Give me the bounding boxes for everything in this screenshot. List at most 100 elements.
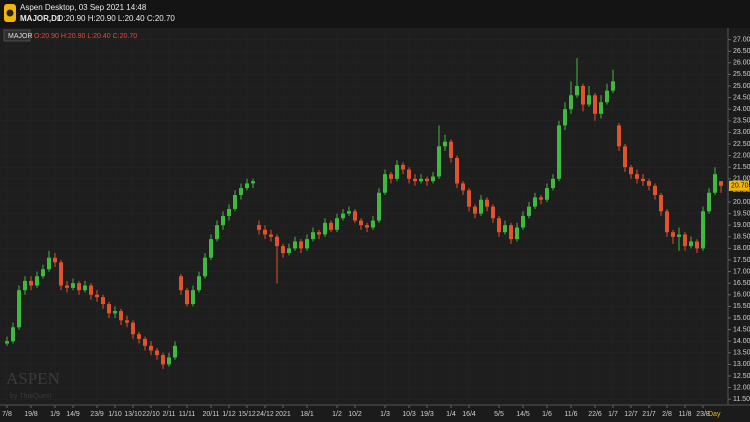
candle-body bbox=[305, 239, 309, 249]
candle-body bbox=[185, 290, 189, 305]
candle-body bbox=[53, 257, 57, 263]
candle-body bbox=[569, 95, 573, 110]
candle-body bbox=[119, 311, 123, 321]
x-tick-label: 1/10 bbox=[108, 411, 122, 418]
candle-body bbox=[425, 178, 429, 182]
candle-body bbox=[665, 211, 669, 233]
candle-body bbox=[107, 304, 111, 314]
candle-body bbox=[317, 232, 321, 235]
candle-body bbox=[197, 276, 201, 291]
candle-body bbox=[287, 248, 291, 254]
candle-body bbox=[35, 276, 39, 286]
y-tick-label: 16.50 bbox=[733, 280, 750, 287]
candle-body bbox=[41, 269, 45, 277]
candle-body bbox=[221, 215, 225, 226]
candle-body bbox=[239, 188, 243, 196]
candle-body bbox=[149, 345, 153, 351]
candle-body bbox=[101, 297, 105, 305]
x-tick-label: 24/12 bbox=[256, 411, 274, 418]
y-tick-label: 14.50 bbox=[733, 326, 750, 333]
candle-body bbox=[395, 164, 399, 179]
candle-body bbox=[341, 213, 345, 219]
x-tick-label: 2/11 bbox=[162, 411, 175, 418]
candle-body bbox=[245, 183, 249, 189]
candle-body bbox=[335, 218, 339, 230]
candle-body bbox=[467, 190, 471, 207]
y-tick-label: 23.50 bbox=[733, 118, 750, 125]
x-tick-label: 1/4 bbox=[446, 411, 456, 418]
candle-body bbox=[371, 220, 375, 228]
candle-body bbox=[377, 192, 381, 221]
x-tick-label: 11/8 bbox=[678, 411, 691, 418]
x-tick-label: 16/4 bbox=[462, 411, 476, 418]
candle-body bbox=[83, 285, 87, 291]
period-label: Day bbox=[708, 411, 721, 418]
y-tick-label: 25.50 bbox=[733, 71, 750, 78]
candle-body bbox=[671, 232, 675, 237]
y-tick-label: 22.50 bbox=[733, 141, 750, 148]
candle-body bbox=[143, 338, 147, 346]
candle-body bbox=[695, 241, 699, 249]
candle-body bbox=[473, 206, 477, 214]
candle-body bbox=[323, 222, 327, 235]
y-tick-label: 21.50 bbox=[733, 164, 750, 171]
candle-body bbox=[443, 141, 447, 147]
candle-body bbox=[521, 215, 525, 228]
legend-box bbox=[3, 29, 31, 42]
watermark-by: by ThaiQuest bbox=[10, 393, 52, 400]
candle-body bbox=[623, 146, 627, 168]
x-tick-label: 20/11 bbox=[203, 411, 220, 418]
candle-body bbox=[167, 357, 171, 365]
candle-body bbox=[647, 181, 651, 186]
y-tick-label: 18.00 bbox=[733, 245, 750, 252]
x-tick-label: 23/8 bbox=[696, 411, 710, 418]
candle-body bbox=[587, 95, 591, 105]
y-tick-label: 15.50 bbox=[733, 303, 750, 310]
candle-body bbox=[329, 222, 333, 230]
y-tick-label: 19.50 bbox=[733, 210, 750, 217]
candle-body bbox=[209, 239, 213, 258]
candle-body bbox=[203, 257, 207, 277]
x-tick-label: 10/2 bbox=[348, 411, 362, 418]
candle-body bbox=[713, 174, 717, 193]
candle-body bbox=[251, 181, 255, 184]
candle-body bbox=[581, 86, 585, 105]
candle-body bbox=[479, 199, 483, 214]
candle-body bbox=[563, 109, 567, 126]
y-tick-label: 27.00 bbox=[733, 36, 750, 43]
legend-name: MAJOR bbox=[8, 33, 33, 40]
y-tick-label: 26.00 bbox=[733, 60, 750, 67]
candle-body bbox=[653, 185, 657, 196]
candle-body bbox=[599, 102, 603, 114]
candle-body bbox=[383, 174, 387, 193]
candle-body bbox=[497, 218, 501, 233]
candle-body bbox=[539, 197, 543, 200]
x-tick-label: 19/3 bbox=[420, 411, 434, 418]
candle-body bbox=[173, 345, 177, 358]
x-tick-label: 14/5 bbox=[516, 411, 530, 418]
candle-body bbox=[605, 90, 609, 103]
candle-body bbox=[125, 320, 129, 323]
y-tick-label: 19.00 bbox=[733, 222, 750, 229]
x-tick-label: 1/9 bbox=[50, 411, 60, 418]
candle-body bbox=[533, 197, 537, 207]
candle-body bbox=[455, 157, 459, 184]
candle-body bbox=[689, 241, 693, 247]
y-tick-label: 23.00 bbox=[733, 129, 750, 136]
candle-body bbox=[701, 211, 705, 249]
last-price-label: 20.70 bbox=[731, 183, 749, 190]
x-tick-label: 14/9 bbox=[66, 411, 80, 418]
y-tick-label: 18.50 bbox=[733, 234, 750, 241]
candle-body bbox=[47, 257, 51, 270]
y-tick-label: 21.00 bbox=[733, 176, 750, 183]
candle-body bbox=[227, 208, 231, 216]
x-tick-label: 18/1 bbox=[300, 411, 314, 418]
candle-body bbox=[509, 225, 513, 240]
candle-body bbox=[161, 355, 165, 365]
candle-body bbox=[131, 322, 135, 335]
candle-body bbox=[593, 95, 597, 114]
candle-body bbox=[155, 350, 159, 356]
x-tick-label: 1/2 bbox=[332, 411, 342, 418]
y-tick-label: 17.50 bbox=[733, 257, 750, 264]
candle-body bbox=[365, 225, 369, 228]
